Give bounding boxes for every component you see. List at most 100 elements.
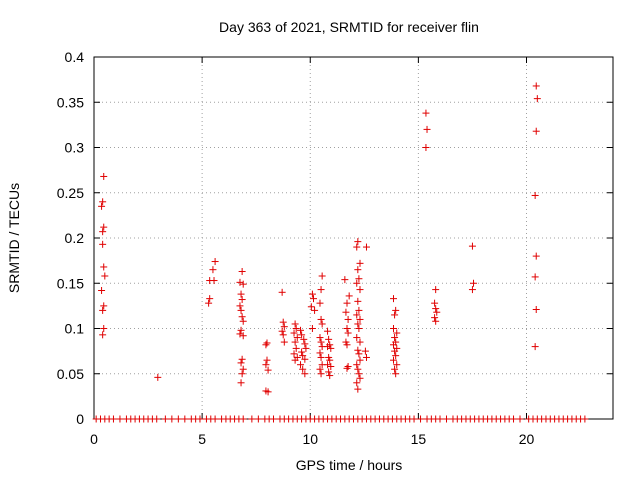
data-point <box>327 363 335 371</box>
data-point <box>279 331 287 339</box>
data-point <box>354 365 362 373</box>
data-point <box>355 370 363 378</box>
data-point <box>432 317 440 325</box>
data-point <box>316 349 324 357</box>
data-point <box>311 306 319 314</box>
data-point <box>279 318 287 326</box>
data-point <box>354 266 362 274</box>
y-tick-label: 0.4 <box>65 49 85 65</box>
data-point <box>309 295 317 303</box>
data-point <box>342 308 350 316</box>
data-point <box>293 334 301 342</box>
data-point <box>341 276 349 284</box>
data-point <box>301 370 309 378</box>
data-point <box>324 343 332 351</box>
data-point <box>100 302 108 310</box>
data-point <box>98 286 106 294</box>
data-point <box>433 308 441 316</box>
data-point-zero <box>516 415 524 423</box>
data-point <box>324 361 332 369</box>
data-point <box>355 275 363 283</box>
data-point <box>533 95 541 103</box>
data-point-zero <box>239 415 247 423</box>
data-point <box>290 329 298 337</box>
data-point <box>393 361 401 369</box>
data-point <box>316 365 324 373</box>
y-tick-label: 0.2 <box>65 230 85 246</box>
data-point <box>239 317 247 325</box>
data-point <box>297 326 305 334</box>
data-point <box>391 347 399 355</box>
data-point <box>263 339 271 347</box>
data-point <box>263 356 271 364</box>
data-point <box>355 306 363 314</box>
data-point <box>356 259 364 267</box>
data-point-zero <box>442 415 450 423</box>
data-point <box>297 361 305 369</box>
data-point <box>344 315 352 323</box>
data-point <box>392 352 400 360</box>
data-point <box>302 344 310 352</box>
data-point <box>318 320 326 328</box>
data-point <box>99 306 107 314</box>
y-tick-label: 0 <box>76 411 84 427</box>
data-point <box>237 290 245 298</box>
data-point <box>278 288 286 296</box>
data-point <box>391 311 399 319</box>
data-point <box>324 327 332 335</box>
data-point <box>318 272 326 280</box>
data-point <box>327 344 335 352</box>
data-point-zero <box>153 415 161 423</box>
data-point <box>317 338 325 346</box>
data-point <box>301 355 309 363</box>
data-point <box>264 388 272 396</box>
data-point-zero <box>174 415 182 423</box>
data-point <box>532 82 540 90</box>
data-point <box>206 295 214 303</box>
data-point <box>99 228 107 236</box>
data-point-zero <box>109 415 117 423</box>
data-point-zero <box>168 415 176 423</box>
x-tick-label: 20 <box>519 431 535 447</box>
data-point <box>210 277 218 285</box>
y-tick-label: 0.3 <box>65 140 85 156</box>
data-point <box>238 267 246 275</box>
data-point <box>316 334 324 342</box>
data-point <box>326 356 334 364</box>
data-point <box>154 373 162 381</box>
data-point <box>354 346 362 354</box>
data-point <box>100 223 108 231</box>
data-point-zero <box>211 415 219 423</box>
data-point <box>343 299 351 307</box>
x-tick-label: 15 <box>411 431 427 447</box>
x-tick-label: 5 <box>198 431 206 447</box>
y-tick-label: 0.25 <box>57 185 84 201</box>
y-tick-label: 0.1 <box>65 321 85 337</box>
y-tick-label: 0.05 <box>57 366 84 382</box>
data-point <box>353 311 361 319</box>
data-point <box>470 279 478 287</box>
data-point <box>99 240 107 248</box>
data-point <box>239 332 247 340</box>
data-point <box>100 172 108 180</box>
data-point <box>343 341 351 349</box>
data-point <box>298 331 306 339</box>
data-point <box>392 306 400 314</box>
data-point <box>468 242 476 250</box>
y-axis-ticks: 0 0.05 0.1 0.15 0.2 0.25 0.3 0.35 0.4 <box>57 49 613 427</box>
data-point <box>343 325 351 332</box>
data-point <box>356 315 364 323</box>
data-point <box>236 302 244 310</box>
data-point <box>422 109 430 117</box>
data-point <box>325 335 333 343</box>
data-point <box>422 144 430 151</box>
data-point <box>390 325 398 332</box>
data-point-zero <box>417 415 425 423</box>
data-point <box>356 286 364 294</box>
data-point <box>205 299 213 307</box>
data-point <box>237 379 245 387</box>
data-point <box>239 365 247 373</box>
data-point <box>308 325 316 332</box>
data-point <box>237 326 245 334</box>
